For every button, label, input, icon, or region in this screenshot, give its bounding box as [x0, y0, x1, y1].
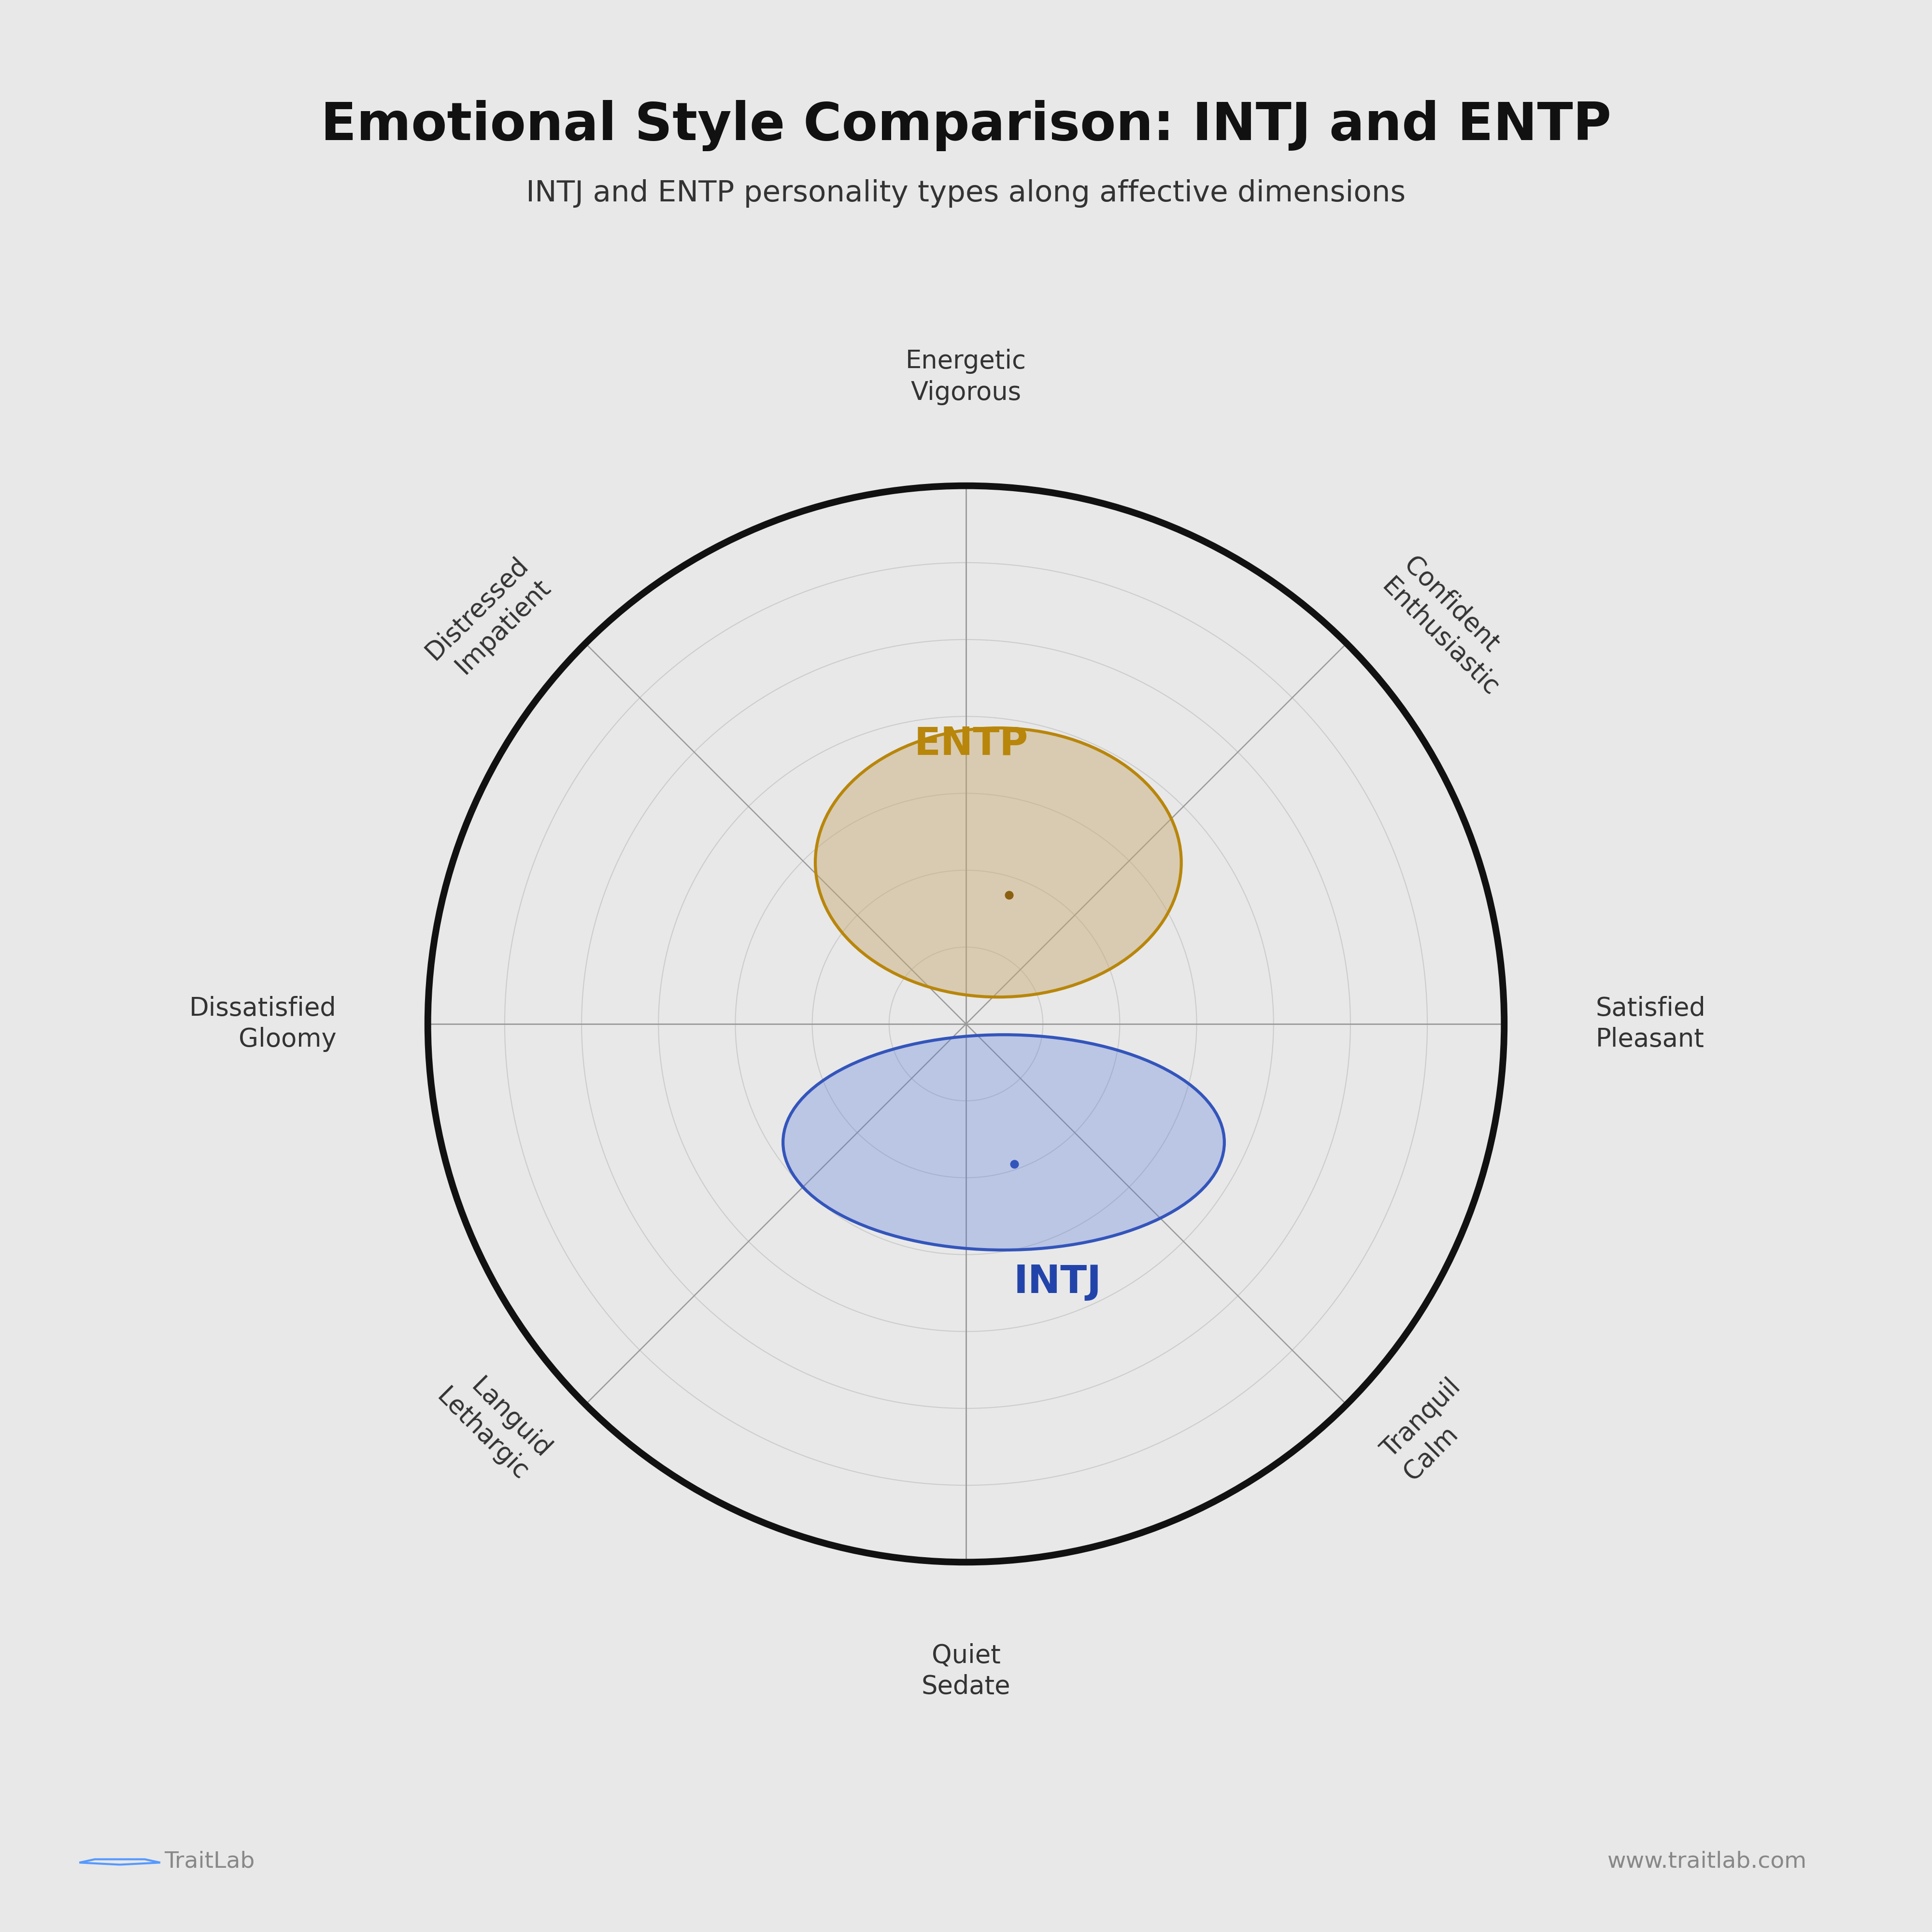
Text: Distressed
Impatient: Distressed Impatient	[421, 553, 554, 686]
Ellipse shape	[815, 728, 1180, 997]
Text: ENTP: ENTP	[914, 724, 1028, 763]
Text: Confident
Enthusiastic: Confident Enthusiastic	[1378, 553, 1526, 701]
Text: TraitLab: TraitLab	[164, 1851, 255, 1872]
Text: INTJ: INTJ	[1014, 1264, 1101, 1300]
Text: Satisfied
Pleasant: Satisfied Pleasant	[1596, 995, 1706, 1053]
Ellipse shape	[782, 1036, 1225, 1250]
Text: Emotional Style Comparison: INTJ and ENTP: Emotional Style Comparison: INTJ and ENT…	[321, 100, 1611, 151]
Text: INTJ and ENTP personality types along affective dimensions: INTJ and ENTP personality types along af…	[526, 180, 1406, 207]
Text: Dissatisfied
Gloomy: Dissatisfied Gloomy	[189, 995, 336, 1053]
Text: Quiet
Sedate: Quiet Sedate	[922, 1642, 1010, 1698]
Text: www.traitlab.com: www.traitlab.com	[1607, 1851, 1806, 1872]
Text: Languid
Lethargic: Languid Lethargic	[433, 1362, 554, 1486]
Text: Tranquil
Calm: Tranquil Calm	[1378, 1374, 1488, 1486]
Text: Energetic
Vigorous: Energetic Vigorous	[906, 350, 1026, 406]
